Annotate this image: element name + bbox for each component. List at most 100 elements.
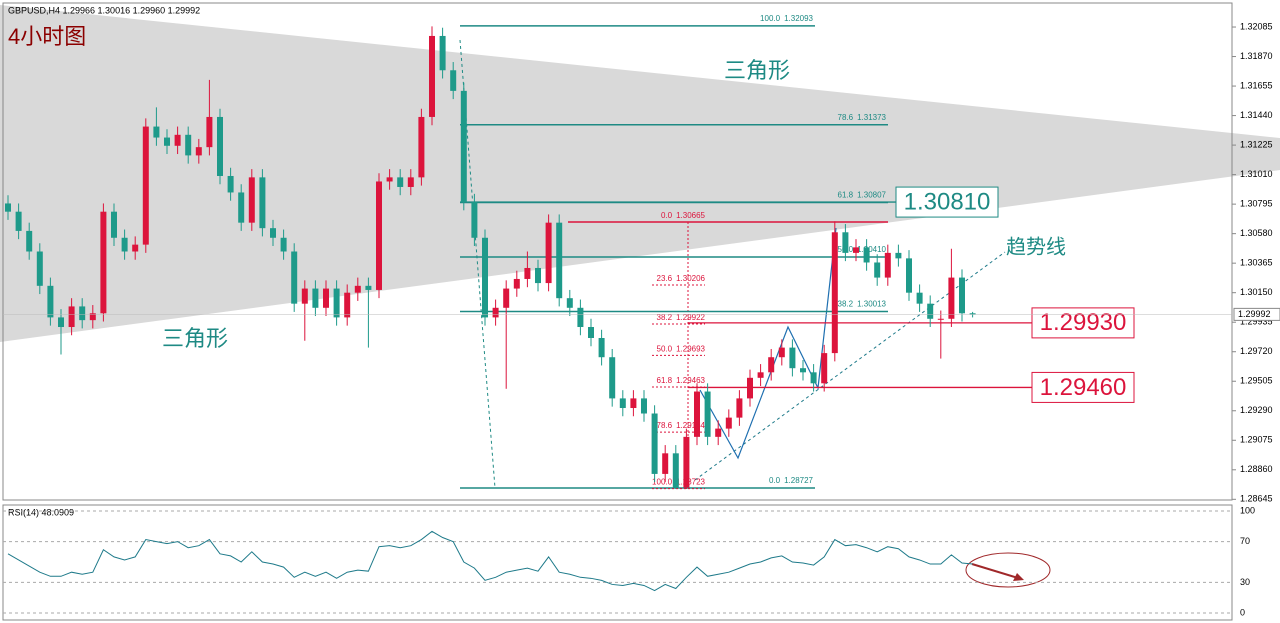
symbol-header: GBPUSD,H4 1.29966 1.30016 1.29960 1.2999… [8,5,200,15]
pattern-label: 三角形 [162,326,228,351]
candle-body [821,353,828,384]
candle-body [831,232,838,354]
y-tick-label: 1.30580 [1240,228,1273,238]
candle-body [800,368,806,373]
level-box [1031,307,1135,339]
candle-body [492,307,499,318]
candle-body [206,116,213,148]
candle-body [227,175,234,193]
candle-body [174,134,181,146]
candle-body [376,181,382,290]
fib-price: 1.29693 [676,345,705,354]
y-tick-label: 1.29720 [1240,346,1273,356]
candle-body [111,211,117,238]
fib-level: 61.8 [838,191,854,200]
candle-body [916,292,923,304]
arrow-head [1013,573,1024,581]
fib-level: 38.2 [838,300,854,309]
candle-body [36,251,43,286]
candle-body [757,372,764,378]
candle-body [354,285,361,293]
candle-body [874,262,881,278]
candle-body [89,313,96,321]
fib-label: 50.0 1.29693 [657,345,706,354]
fib-level: 23.6 [657,274,673,283]
candle-body [471,202,478,238]
fib-price: 1.30410 [857,245,886,254]
level-label: 1.29460 [1040,374,1127,401]
level-label: 1.29930 [1040,309,1127,336]
candle-body [47,285,54,318]
fib-level: 100.0 [760,14,781,23]
y-tick-label: 1.31655 [1240,80,1273,90]
y-tick-label: 1.32085 [1240,21,1273,31]
candle-body [238,192,245,223]
candle-body [344,292,351,318]
candle-body [588,327,594,338]
fib-label: 100.0 1.28723 [652,478,706,487]
candle-body [121,237,128,252]
level-box [895,186,999,218]
candle-body [333,288,340,318]
fib-level: 78.6 [838,113,854,122]
trend-label: 趋势线 [1006,235,1066,258]
candle-body [439,35,446,71]
y-tick-label: 1.28860 [1240,464,1273,474]
candle-body [323,288,329,308]
fib-price: 1.29922 [676,313,705,322]
candle-body [937,318,944,320]
candle-body [26,230,33,252]
y-tick-label: 1.29935 [1240,317,1273,327]
fib-level: 0.0 [661,211,673,220]
fib-price: 1.30013 [857,300,886,309]
fib-level: 38.2 [657,313,673,322]
candle-body [694,391,700,437]
fib-price: 1.30665 [676,211,705,220]
rsi-line [7,530,973,592]
candle-body [715,428,722,437]
candle-body [100,211,107,314]
fib-level: 0.0 [769,476,781,485]
candle-body [747,377,753,399]
candle-body [545,222,552,284]
candle-body [948,277,955,319]
y-tick-label: 1.29505 [1240,376,1273,386]
candle-body [386,177,393,182]
fib-label: 0.0 1.30665 [661,211,706,220]
fib-price: 1.32093 [784,14,813,23]
candle-body [450,70,457,91]
candle-body [270,228,276,238]
rsi-tick-label: 30 [1240,577,1250,587]
fib-label: 23.6 1.30206 [657,274,706,283]
last-price-label: 1.29992 [1238,309,1271,319]
fib-label: 100.0 1.32093 [760,14,814,23]
candle-body [789,347,796,369]
y-tick-label: 1.29290 [1240,405,1273,415]
candle-body [79,306,86,321]
candle-body [513,278,520,289]
candle-body [884,252,891,278]
candle-body [556,222,563,299]
fib-label: 78.6 1.31373 [838,113,887,122]
candle-body [259,177,266,229]
pattern-label: 三角形 [724,58,790,83]
candle-body [863,247,870,263]
candle-body [397,177,404,187]
candle-body [248,177,255,223]
candle-body [704,391,711,437]
fib-label: 61.8 1.30807 [838,191,887,200]
candle-body [842,232,849,253]
candle-body [725,417,732,429]
candle-body [503,288,510,308]
fib-price: 1.28723 [676,478,705,487]
candle-body [683,436,690,488]
candle-body [195,147,202,156]
candle-body [418,116,425,178]
fib-label: 38.2 1.30013 [838,300,887,309]
y-tick-label: 1.29075 [1240,435,1273,445]
fib-level: 100.0 [652,478,673,487]
fib-label: 61.8 1.29463 [657,376,706,385]
candle-body [959,277,965,314]
candle-body [927,303,934,319]
